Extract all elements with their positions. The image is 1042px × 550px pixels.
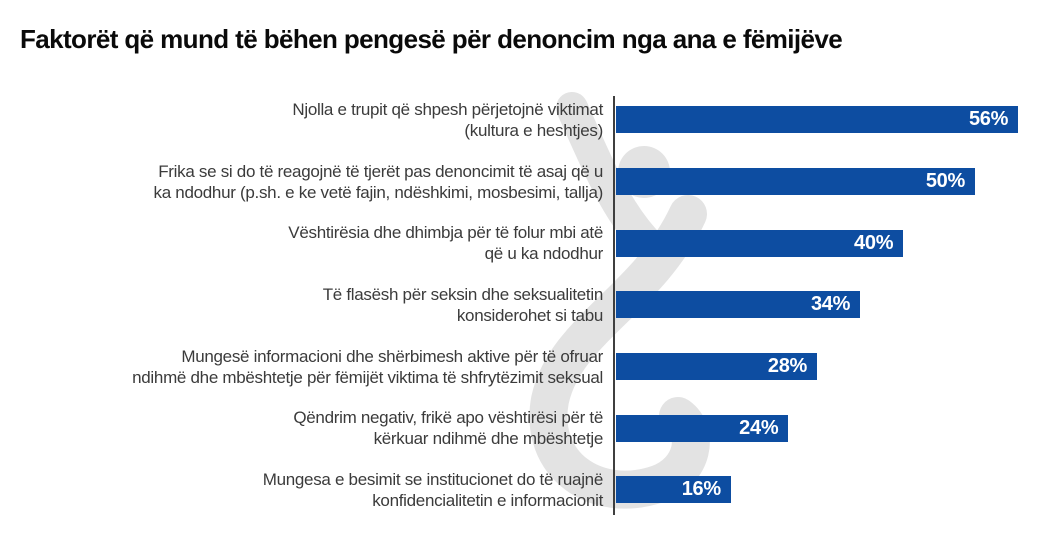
bar-zone: 50% [616, 168, 1042, 196]
bar-row: Mungesa e besimit se institucionet do të… [0, 459, 1042, 521]
bar-zone: 56% [616, 106, 1042, 134]
bar-row: Mungesë informacioni dhe shërbimesh akti… [0, 336, 1042, 398]
bar-value-label: 28% [767, 355, 808, 378]
bar: 40% [616, 229, 904, 257]
category-label: Qëndrim negativ, frikë apo vështirësi pë… [293, 408, 603, 449]
bar-value-label: 50% [925, 170, 965, 193]
category-label: Të flasësh për seksin dhe seksualitetin … [322, 284, 604, 325]
bar: 50% [616, 168, 975, 196]
bar-value-label: 16% [681, 478, 721, 501]
bar-value-label: 24% [739, 416, 779, 439]
category-label: Frika se si do të reagojnë të tjerët pas… [153, 161, 604, 202]
bar-rows-container: Njolla e trupit që shpesh përjetojnë vik… [0, 89, 1042, 521]
bar-value-label: 40% [854, 231, 894, 254]
bar-row: Vështirësia dhe dhimbja për të folur mbi… [0, 212, 1042, 274]
bar-zone: 40% [616, 229, 1042, 257]
bar-zone: 16% [616, 476, 1042, 504]
category-label: Njolla e trupit që shpesh përjetojnë vik… [292, 99, 603, 140]
bar-zone: 28% [616, 353, 1042, 381]
bar: 28% [616, 353, 818, 381]
bar-value-label: 34% [810, 293, 851, 316]
chart-title: Faktorët që mund të bëhen pengesë për de… [20, 24, 843, 54]
bar: 24% [616, 414, 789, 442]
category-label: Mungesë informacioni dhe shërbimesh akti… [132, 346, 603, 387]
axis-baseline [613, 96, 615, 515]
bar-row: Qëndrim negativ, frikë apo vështirësi pë… [0, 397, 1042, 459]
bar-value-label: 56% [968, 108, 1009, 131]
bar: 34% [616, 291, 861, 319]
category-label: Vështirësia dhe dhimbja për të folur mbi… [288, 223, 603, 264]
bar: 56% [616, 106, 1019, 134]
bar-zone: 34% [616, 291, 1042, 319]
category-label: Mungesa e besimit se institucionet do të… [262, 469, 604, 510]
bar-row: Njolla e trupit që shpesh përjetojnë vik… [0, 89, 1042, 151]
bar-row: Frika se si do të reagojnë të tjerët pas… [0, 151, 1042, 213]
bar-row: Të flasësh për seksin dhe seksualitetin … [0, 274, 1042, 336]
bar-zone: 24% [616, 414, 1042, 442]
bar: 16% [616, 476, 731, 504]
